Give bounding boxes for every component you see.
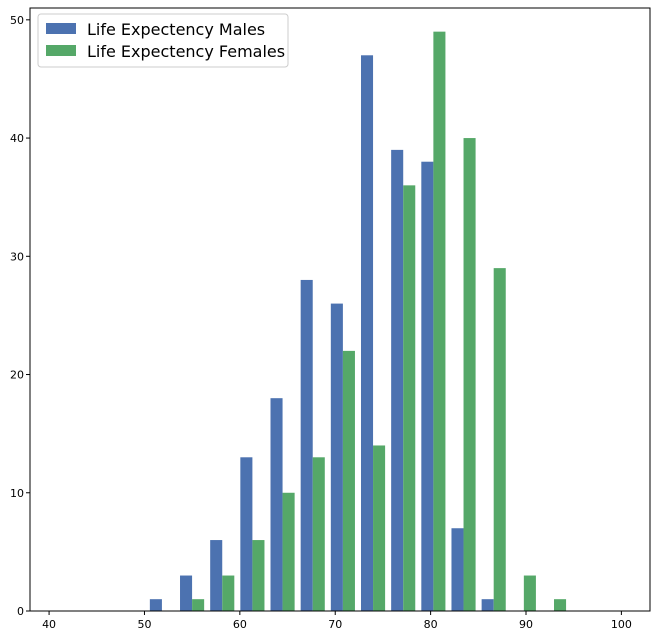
bar-males-9	[421, 161, 434, 611]
y-tick-label: 50	[10, 14, 24, 27]
bar-females-2	[222, 575, 235, 611]
plot-frame	[29, 7, 651, 612]
bar-females-10	[463, 138, 476, 611]
y-tick-label: 10	[10, 487, 24, 500]
bar-females-5	[312, 457, 325, 611]
bar-males-3	[240, 457, 253, 611]
y-tick-label: 20	[10, 369, 24, 382]
x-tick-label: 40	[42, 618, 56, 631]
bar-males-8	[391, 149, 404, 611]
bar-males-4	[270, 398, 283, 611]
x-tick-label: 50	[137, 618, 151, 631]
bar-males-1	[180, 575, 193, 611]
legend-swatch-females	[46, 45, 76, 56]
x-tick-label: 100	[611, 618, 632, 631]
bar-females-8	[403, 185, 416, 611]
bar-males-10	[451, 528, 464, 611]
bar-females-6	[342, 350, 355, 611]
bar-males-7	[360, 55, 374, 612]
x-tick-label: 80	[424, 618, 438, 631]
bar-males-6	[330, 303, 343, 611]
bar-females-3	[252, 540, 265, 611]
bar-females-1	[192, 599, 205, 611]
axes-group: 40 50 60 70 80 90 100 0 10 20 30 40 50	[10, 7, 651, 631]
bar-females-13	[554, 599, 567, 611]
legend: Life Expectency Males Life Expectency Fem…	[37, 13, 289, 68]
y-tick-label: 0	[17, 605, 24, 618]
bar-males-5	[300, 279, 313, 611]
bar-females-4	[282, 492, 295, 611]
bar-females-11	[493, 268, 506, 611]
bar-males-2	[210, 540, 223, 611]
x-tick-label: 60	[233, 618, 247, 631]
legend-label-males: Life Expectency Males	[87, 20, 265, 39]
bar-females-7	[373, 445, 386, 611]
bar-females-12	[523, 575, 536, 611]
legend-label-females: Life Expectency Females	[87, 42, 285, 61]
bar-males-0	[149, 599, 162, 611]
y-tick-label: 40	[10, 132, 24, 145]
x-tick-label: 90	[519, 618, 533, 631]
bars-group	[149, 31, 567, 612]
legend-swatch-males	[46, 23, 76, 34]
legend-box	[37, 13, 289, 68]
x-tick-label: 70	[328, 618, 342, 631]
y-tick-label: 30	[10, 250, 24, 263]
bar-females-9	[433, 31, 446, 611]
bar-males-11	[481, 599, 494, 611]
